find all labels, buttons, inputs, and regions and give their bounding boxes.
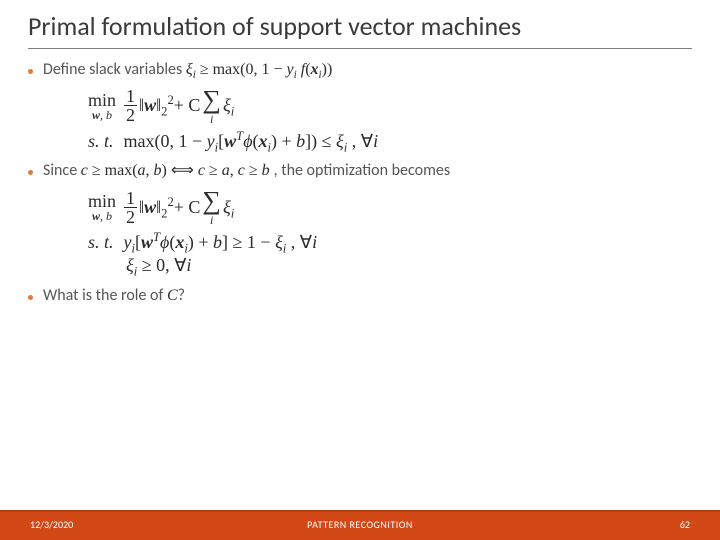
frac-den: 2 bbox=[124, 106, 137, 124]
eq2-constraint-1: s. t. yi[wTϕ(xi) + b] ≥ 1 − ξi , ∀i bbox=[88, 232, 692, 253]
bullet-1-text: Define slack variables ξi ≥ max(0, 1 − y… bbox=[43, 60, 692, 81]
min-sub: w, b bbox=[92, 109, 112, 121]
min-sub: w, b bbox=[92, 210, 112, 222]
eq1-objective: min w, b 1 2 ‖w‖22 + C ∑ i ξi bbox=[88, 87, 692, 125]
frac-num: 1 bbox=[124, 87, 137, 105]
bullet-1-math: ξi ≥ max(0, 1 − yi f(xi)) bbox=[186, 61, 332, 78]
frac-den: 2 bbox=[124, 208, 137, 226]
st-label: s. t. bbox=[88, 232, 114, 253]
plus-c: + C bbox=[174, 95, 201, 116]
sigma-icon: ∑ bbox=[202, 87, 221, 113]
sum-term: ξi bbox=[223, 95, 234, 116]
footer-page-number: 62 bbox=[680, 518, 690, 531]
bullet-dot-icon bbox=[28, 170, 33, 175]
footer-title: PATTERN RECOGNITION bbox=[0, 518, 720, 531]
bullet-3-text: What is the role of C? bbox=[43, 286, 692, 307]
slide: Primal formulation of support vector mac… bbox=[0, 0, 720, 540]
bullet-3-post: ? bbox=[178, 286, 185, 305]
bullet-1: Define slack variables ξi ≥ max(0, 1 − y… bbox=[28, 60, 692, 81]
sum-operator: ∑ i bbox=[202, 188, 221, 226]
bullet-1-pre: Define slack variables bbox=[43, 60, 186, 79]
norm-term: ‖w‖22 bbox=[139, 197, 174, 218]
min-label: min bbox=[88, 192, 116, 210]
equation-block-1: min w, b 1 2 ‖w‖22 + C ∑ i ξi bbox=[88, 87, 692, 152]
min-operator: min w, b bbox=[88, 91, 116, 121]
eq2-objective: min w, b 1 2 ‖w‖22 + C ∑ i ξi bbox=[88, 188, 692, 226]
bullet-3: What is the role of C? bbox=[28, 286, 692, 307]
norm-term: ‖w‖22 bbox=[139, 95, 174, 116]
title-underline bbox=[28, 48, 692, 49]
bullet-3-pre: What is the role of bbox=[43, 286, 167, 305]
sum-operator: ∑ i bbox=[202, 87, 221, 125]
sigma-icon: ∑ bbox=[202, 188, 221, 214]
st-label: s. t. bbox=[88, 131, 114, 152]
plus-c: + C bbox=[174, 197, 201, 218]
eq2-st1-expr: yi[wTϕ(xi) + b] ≥ 1 − ξi , ∀i bbox=[124, 232, 318, 253]
eq1-st-expr: max(0, 1 − yi[wTϕ(xi) + b]) ≤ ξi , ∀i bbox=[124, 131, 379, 152]
equation-block-2: min w, b 1 2 ‖w‖22 + C ∑ i ξi bbox=[88, 188, 692, 275]
eq2-constraint-2: ξi ≥ 0, ∀i bbox=[126, 255, 692, 276]
sum-sub: i bbox=[210, 113, 213, 125]
bullet-2-text: Since c ≥ max(a, b) ⟺ c ≥ a, c ≥ b , the… bbox=[43, 161, 692, 182]
eq2-st2-expr: ξi ≥ 0, ∀i bbox=[126, 255, 191, 276]
frac-num: 1 bbox=[124, 189, 137, 207]
sum-sub: i bbox=[210, 214, 213, 226]
min-operator: min w, b bbox=[88, 192, 116, 222]
bullet-2-post: , the optimization becomes bbox=[274, 161, 450, 180]
min-label: min bbox=[88, 91, 116, 109]
slide-title: Primal formulation of support vector mac… bbox=[28, 10, 692, 42]
bullet-2-math: c ≥ max(a, b) ⟺ c ≥ a, c ≥ b bbox=[81, 162, 274, 179]
bullet-3-math: C bbox=[167, 287, 178, 304]
bullet-2: Since c ≥ max(a, b) ⟺ c ≥ a, c ≥ b , the… bbox=[28, 161, 692, 182]
bullet-dot-icon bbox=[28, 295, 33, 300]
one-half-frac: 1 2 bbox=[124, 189, 137, 226]
one-half-frac: 1 2 bbox=[124, 87, 137, 124]
slide-footer: 12/3/2020 PATTERN RECOGNITION 62 bbox=[0, 512, 720, 540]
bullet-2-pre: Since bbox=[43, 161, 81, 180]
slide-body: Define slack variables ξi ≥ max(0, 1 − y… bbox=[28, 60, 692, 310]
eq1-constraint: s. t. max(0, 1 − yi[wTϕ(xi) + b]) ≤ ξi ,… bbox=[88, 131, 692, 152]
sum-term: ξi bbox=[223, 197, 234, 218]
bullet-dot-icon bbox=[28, 69, 33, 74]
